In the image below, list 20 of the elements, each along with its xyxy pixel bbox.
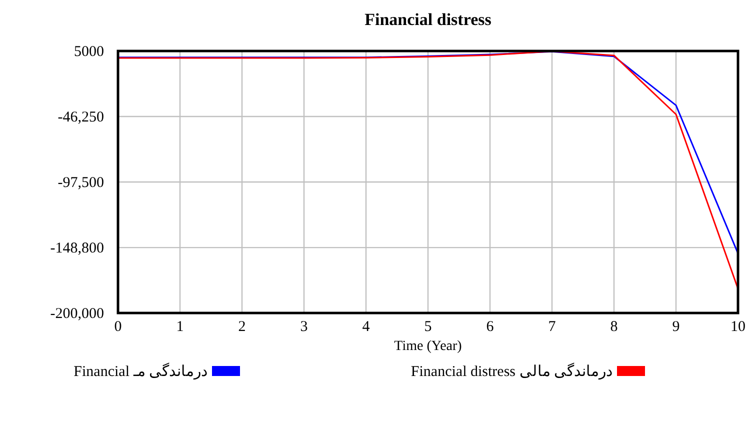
y-tick-label: -46,250 <box>58 110 104 126</box>
y-tick-label: -97,500 <box>58 175 104 191</box>
x-tick-label: 8 <box>610 319 618 335</box>
x-tick-label: 4 <box>362 319 370 335</box>
legend-label: Financial distress درماندگی مالی <box>410 362 613 380</box>
legend-label: Financial درماندگی مـ <box>74 362 208 380</box>
x-tick-label: 10 <box>730 319 746 335</box>
x-tick-label: 6 <box>486 319 494 335</box>
x-tick-label: 2 <box>238 319 246 335</box>
chart-title: Financial distress <box>364 10 492 29</box>
x-tick-label: 9 <box>672 319 680 335</box>
y-tick-label: 5000 <box>74 44 104 60</box>
x-tick-label: 0 <box>114 319 122 335</box>
x-tick-label: 1 <box>176 319 184 335</box>
x-axis-title: Time (Year) <box>394 339 462 354</box>
y-tick-label: -200,000 <box>50 306 104 322</box>
y-tick-label: -148,800 <box>50 240 104 257</box>
x-tick-label: 7 <box>548 319 556 335</box>
x-tick-label: 3 <box>300 319 308 335</box>
x-tick-label: 5 <box>424 319 432 335</box>
